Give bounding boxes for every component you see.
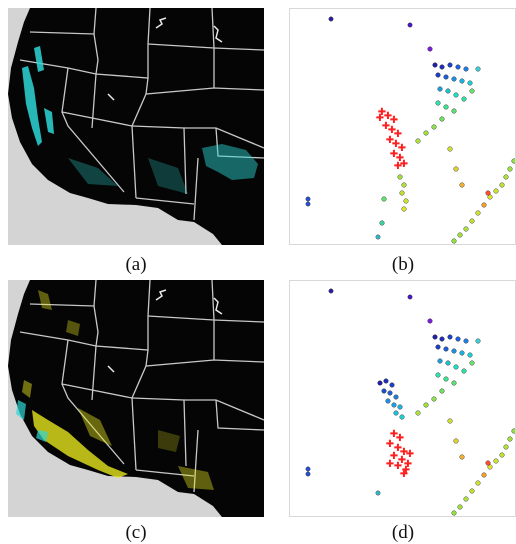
svg-text:✚: ✚: [396, 153, 404, 164]
svg-text:✚: ✚: [392, 139, 400, 150]
scatter-b-svg: ✚✚✚ ✚✚✚ ✚✚✚ ✚✚✚ ✚✚: [305, 16, 515, 244]
map-c-svg: [8, 280, 264, 517]
svg-text:✚: ✚: [386, 439, 394, 450]
scatter-d-svg: ✚✚✚ ✚✚✚ ✚✚✚ ✚✚✚ ✚: [305, 288, 515, 516]
svg-text:✚: ✚: [378, 107, 386, 118]
diagonal-line-cluster: [451, 158, 515, 244]
cyan-highlights: [16, 400, 48, 442]
lake-outlines: [107, 289, 223, 373]
cyan-highlights: [22, 46, 258, 194]
caption-b: (b): [391, 254, 415, 275]
yellow-highlights: [22, 290, 214, 490]
red-cluster: ✚✚✚ ✚✚✚ ✚✚✚ ✚✚✚ ✚: [386, 429, 414, 480]
red-cluster: ✚✚✚ ✚✚✚ ✚✚✚ ✚✚✚ ✚✚: [376, 107, 408, 172]
outlier-points: [305, 288, 413, 496]
lake-outlines: [107, 17, 223, 101]
svg-text:✚: ✚: [390, 149, 398, 160]
svg-text:✚: ✚: [386, 459, 394, 470]
svg-text:✚: ✚: [394, 461, 402, 472]
diagonal-line-cluster: [451, 428, 515, 516]
svg-text:✚: ✚: [400, 469, 408, 480]
caption-a: (a): [125, 254, 147, 275]
svg-text:✚: ✚: [390, 115, 398, 126]
state-borders: [19, 280, 264, 493]
svg-text:✚: ✚: [398, 143, 406, 154]
svg-text:✚: ✚: [386, 135, 394, 146]
map-panel-a: [8, 8, 264, 245]
svg-text:✚: ✚: [382, 121, 390, 132]
blue-green-cluster: [415, 46, 481, 188]
outlier-points: [305, 16, 413, 240]
map-a-svg: [8, 8, 264, 245]
blue-green-cluster: [415, 318, 481, 460]
svg-text:✚: ✚: [384, 111, 392, 122]
caption-c: (c): [125, 522, 147, 543]
state-borders: [19, 8, 264, 221]
caption-d: (d): [391, 522, 415, 543]
svg-text:✚: ✚: [394, 161, 402, 172]
svg-text:✚: ✚: [388, 125, 396, 136]
map-panel-c: [8, 280, 264, 517]
svg-text:✚: ✚: [402, 465, 410, 476]
svg-text:✚: ✚: [400, 447, 408, 458]
svg-text:✚: ✚: [390, 429, 398, 440]
green-tail: [379, 174, 409, 226]
blue-upper-west-cluster: [377, 378, 405, 420]
svg-text:✚: ✚: [396, 433, 404, 444]
svg-text:✚: ✚: [394, 129, 402, 140]
svg-text:✚: ✚: [394, 443, 402, 454]
scatter-panel-d: ✚ ✚ ✚ ✚ ✚ ✚ ✚ ✚ ✚ ✚ ✚ ✚ ✚: [289, 280, 516, 517]
svg-text:✚: ✚: [404, 459, 412, 470]
svg-text:✚: ✚: [406, 449, 414, 460]
svg-text:✚: ✚: [390, 451, 398, 462]
scatter-panel-b: ✚ ✚ ✚ ✚ ✚ ✚ ✚ ✚ ✚ ✚ ✚ ✚ ✚ ✚: [289, 8, 516, 245]
svg-text:✚: ✚: [400, 159, 408, 170]
svg-text:✚: ✚: [376, 113, 384, 124]
svg-text:✚: ✚: [398, 455, 406, 466]
